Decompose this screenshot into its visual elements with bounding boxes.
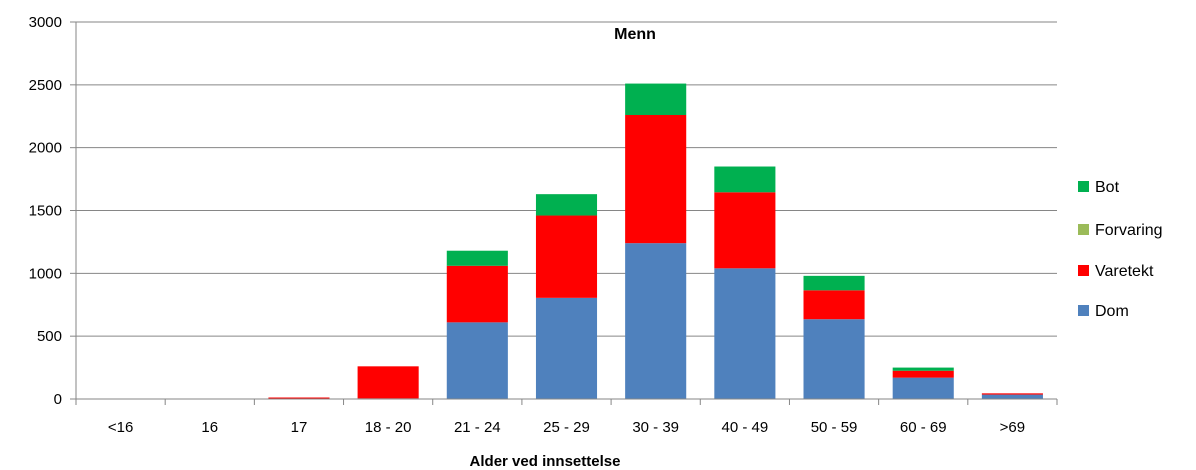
y-tick-label: 0 (54, 391, 62, 408)
legend-label-dom: Dom (1095, 303, 1129, 320)
legend-label-varetekt: Varetekt (1095, 263, 1154, 280)
y-tick-label: 1000 (29, 265, 62, 282)
bar-varetekt-9 (892, 370, 954, 378)
x-tick-labels: <16 16 17 18 - 20 21 - 24 25 - 29 30 - 39 40 - … (108, 419, 1025, 436)
axes (75, 22, 1058, 405)
bar-bot-8 (803, 275, 865, 291)
bar-varetekt-8 (803, 290, 865, 320)
bar-varetekt-6 (625, 114, 687, 244)
bar-dom-5 (535, 297, 598, 399)
bar-dom-10 (981, 394, 1043, 399)
x-tick-label: 40 - 49 (722, 419, 769, 436)
bar-dom-9 (892, 377, 954, 399)
y-tick-labels: 0 500 1000 1500 2000 2500 3000 (29, 14, 62, 408)
x-axis-label: Alder ved innsettelse (470, 453, 621, 470)
x-tick-label: 60 - 69 (900, 419, 947, 436)
y-tick-label: 500 (37, 328, 62, 345)
bar-bot-9 (892, 367, 954, 371)
legend-swatch-dom (1078, 305, 1089, 316)
legend-swatch-varetekt (1078, 265, 1089, 276)
bar-varetekt-10 (981, 393, 1043, 395)
bar-dom-7 (714, 268, 776, 399)
x-tick-label: 16 (201, 419, 218, 436)
bar-bot-6 (625, 83, 687, 115)
x-tick-label: 21 - 24 (454, 419, 501, 436)
legend: Bot Forvaring Varetekt Dom (1078, 179, 1163, 320)
bar-bot-5 (535, 194, 598, 216)
legend-label-forvaring: Forvaring (1095, 222, 1163, 239)
y-tick-label: 2000 (29, 140, 62, 157)
chart-title: Menn (614, 26, 656, 43)
bar-varetekt-3 (357, 366, 419, 399)
x-tick-label: >69 (1000, 419, 1025, 436)
x-tick-label: 30 - 39 (632, 419, 679, 436)
x-tick-label: <16 (108, 419, 133, 436)
x-tick-label: 25 - 29 (543, 419, 590, 436)
bar-dom-8 (803, 319, 865, 399)
x-tick-label: 18 - 20 (365, 419, 412, 436)
bar-varetekt-2 (268, 397, 330, 399)
x-tick-label: 50 - 59 (811, 419, 858, 436)
bar-varetekt-7 (714, 192, 776, 269)
bar-dom-4 (446, 322, 508, 399)
x-tick-label: 17 (291, 419, 308, 436)
y-tick-label: 3000 (29, 14, 62, 31)
bars (268, 83, 1043, 399)
bar-varetekt-4 (446, 265, 508, 323)
legend-label-bot: Bot (1095, 179, 1120, 196)
bar-dom-6 (625, 243, 687, 399)
legend-swatch-bot (1078, 181, 1089, 192)
y-tick-label: 2500 (29, 77, 62, 94)
legend-swatch-forvaring (1078, 224, 1089, 235)
bar-varetekt-5 (535, 215, 598, 298)
bar-bot-4 (446, 250, 508, 266)
bar-bot-7 (714, 166, 776, 193)
y-tick-label: 1500 (29, 203, 62, 220)
